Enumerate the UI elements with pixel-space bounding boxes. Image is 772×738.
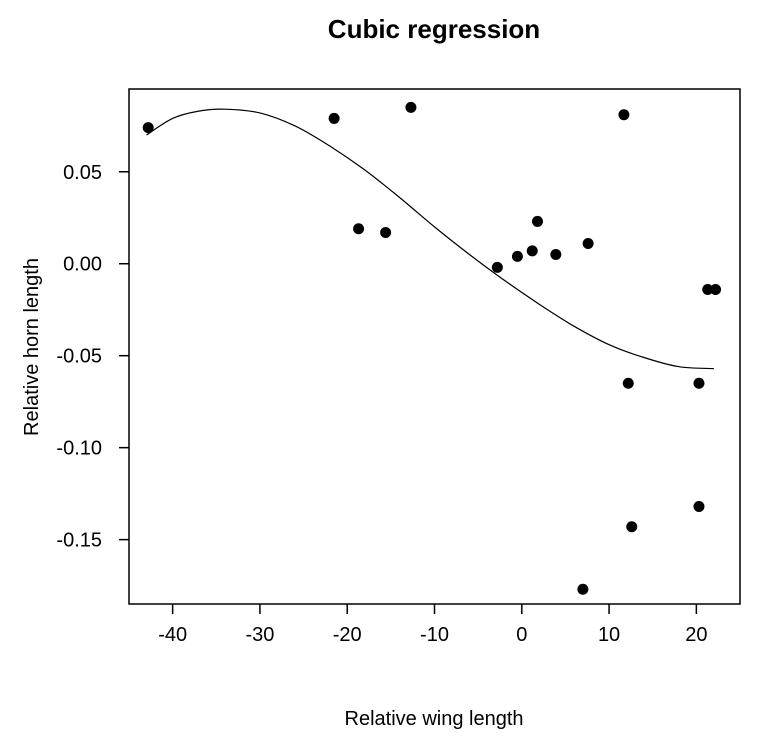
y-axis-label: Relative horn length bbox=[21, 258, 43, 436]
x-tick-label: 0 bbox=[516, 624, 527, 646]
data-point bbox=[693, 377, 705, 389]
plot-area-frame bbox=[128, 88, 741, 605]
data-point bbox=[702, 283, 714, 295]
cubic-fit-line bbox=[146, 108, 714, 370]
chart-title: Cubic regression bbox=[328, 14, 540, 44]
data-point bbox=[622, 377, 634, 389]
y-tick-label: -0.05 bbox=[56, 346, 102, 368]
y-tick-label: -0.10 bbox=[56, 438, 102, 460]
data-point bbox=[511, 250, 523, 262]
y-axis: 0.05 0.00 -0.05 -0.10 -0.15 bbox=[56, 162, 129, 552]
x-axis-label: Relative wing length bbox=[345, 708, 524, 730]
data-point bbox=[626, 521, 638, 533]
x-tick-label: -30 bbox=[245, 624, 274, 646]
data-point bbox=[142, 122, 154, 134]
x-tick-label: -10 bbox=[420, 624, 449, 646]
x-axis: -40 -30 -20 -10 0 10 20 bbox=[158, 604, 707, 646]
data-point bbox=[328, 112, 340, 124]
data-point bbox=[526, 245, 538, 257]
data-point bbox=[710, 283, 722, 295]
x-tick-label: 20 bbox=[685, 624, 707, 646]
data-point bbox=[380, 226, 392, 238]
x-tick-label: 10 bbox=[598, 624, 620, 646]
data-point bbox=[491, 261, 503, 273]
data-point bbox=[550, 249, 562, 261]
data-point bbox=[693, 501, 705, 513]
x-tick-label: -40 bbox=[158, 624, 187, 646]
data-point bbox=[577, 583, 589, 595]
data-point bbox=[353, 223, 365, 235]
y-tick-label: 0.05 bbox=[63, 162, 102, 184]
data-point bbox=[531, 215, 543, 227]
data-point bbox=[405, 101, 417, 113]
y-tick-label: -0.15 bbox=[56, 530, 102, 552]
x-tick-label: -20 bbox=[333, 624, 362, 646]
data-points bbox=[142, 101, 722, 595]
y-tick-label: 0.00 bbox=[63, 254, 102, 276]
data-point bbox=[582, 238, 594, 249]
data-point bbox=[618, 109, 630, 121]
